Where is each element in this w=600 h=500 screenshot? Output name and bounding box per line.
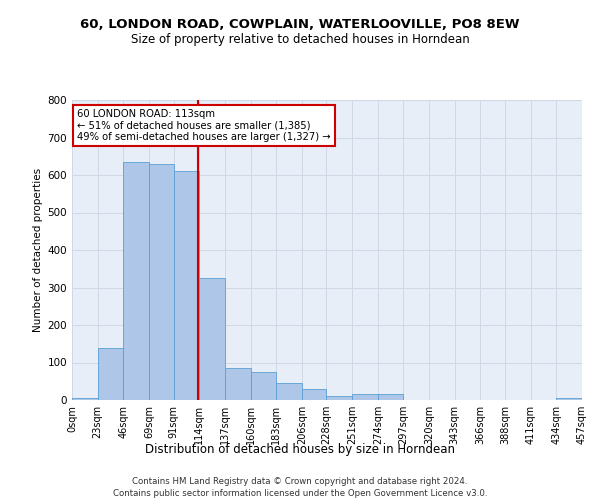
- Bar: [276, 383, 302, 400]
- Bar: [149, 164, 173, 400]
- Bar: [251, 372, 276, 400]
- Bar: [199, 278, 225, 400]
- Text: Contains public sector information licensed under the Open Government Licence v3: Contains public sector information licen…: [113, 489, 487, 498]
- Bar: [225, 368, 251, 400]
- Bar: [378, 394, 403, 400]
- Text: Contains HM Land Registry data © Crown copyright and database right 2024.: Contains HM Land Registry data © Crown c…: [132, 478, 468, 486]
- Bar: [302, 389, 326, 400]
- Bar: [352, 394, 378, 400]
- Bar: [173, 171, 199, 400]
- Bar: [556, 398, 582, 400]
- Bar: [326, 396, 352, 400]
- Text: 60 LONDON ROAD: 113sqm
← 51% of detached houses are smaller (1,385)
49% of semi-: 60 LONDON ROAD: 113sqm ← 51% of detached…: [77, 109, 331, 142]
- Bar: [72, 398, 98, 400]
- Y-axis label: Number of detached properties: Number of detached properties: [34, 168, 43, 332]
- Text: Distribution of detached houses by size in Horndean: Distribution of detached houses by size …: [145, 442, 455, 456]
- Bar: [124, 162, 149, 400]
- Text: Size of property relative to detached houses in Horndean: Size of property relative to detached ho…: [131, 32, 469, 46]
- Text: 60, LONDON ROAD, COWPLAIN, WATERLOOVILLE, PO8 8EW: 60, LONDON ROAD, COWPLAIN, WATERLOOVILLE…: [80, 18, 520, 30]
- Bar: [98, 348, 124, 400]
